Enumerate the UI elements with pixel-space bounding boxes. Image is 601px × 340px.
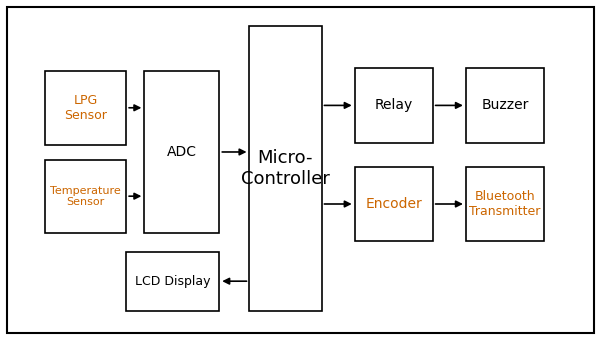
Text: Temperature
Sensor: Temperature Sensor [50, 186, 121, 207]
Text: Relay: Relay [374, 98, 413, 113]
Text: ADC: ADC [167, 145, 197, 159]
Bar [249, 26, 322, 311]
Bar [45, 71, 126, 144]
Bar [466, 68, 544, 143]
Text: Bluetooth
Transmitter: Bluetooth Transmitter [469, 190, 540, 218]
Text: LPG
Sensor: LPG Sensor [64, 94, 107, 122]
Text: LCD Display: LCD Display [135, 275, 210, 288]
Bar [466, 167, 544, 241]
Bar [45, 160, 126, 233]
Text: Buzzer: Buzzer [481, 98, 528, 113]
Bar [144, 71, 219, 233]
Text: Encoder: Encoder [365, 197, 422, 211]
Bar [126, 252, 219, 311]
Bar [355, 167, 433, 241]
Text: Micro-
Controller: Micro- Controller [241, 149, 330, 188]
Bar [355, 68, 433, 143]
